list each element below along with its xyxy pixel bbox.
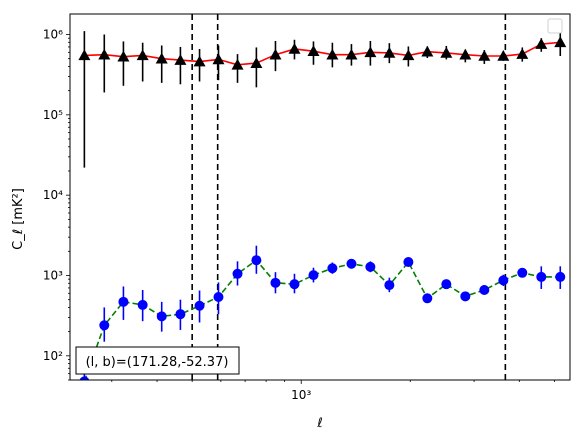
data-point	[79, 376, 90, 380]
data-point	[231, 58, 244, 70]
data-point	[232, 268, 243, 279]
data-point	[364, 46, 377, 58]
data-point	[459, 48, 472, 60]
data-point	[440, 46, 453, 58]
plot-frame	[69, 13, 571, 381]
legend-box	[547, 18, 563, 34]
data-point	[213, 291, 224, 302]
data-point	[535, 38, 548, 49]
data-point	[251, 255, 262, 266]
data-point	[365, 261, 376, 272]
data-point	[441, 279, 452, 290]
data-point	[269, 48, 282, 60]
triangle-series	[78, 31, 567, 168]
vertical-lines	[191, 14, 507, 380]
data-point	[327, 263, 338, 274]
data-point	[555, 271, 566, 282]
data-point	[479, 284, 490, 295]
data-point	[212, 53, 225, 65]
annotation-box: (l, b)=(171.28,-52.37)	[75, 346, 240, 375]
data-point	[497, 50, 510, 61]
data-point	[403, 257, 414, 268]
data-point	[174, 54, 187, 65]
data-point	[288, 43, 301, 54]
data-point	[136, 49, 149, 61]
data-point	[422, 293, 433, 304]
circle-series	[79, 245, 566, 380]
data-point	[346, 258, 357, 269]
y-axis-title: C_ℓ [mK²]	[11, 188, 26, 250]
data-point	[554, 36, 567, 48]
data-point	[536, 271, 547, 282]
data-point	[383, 46, 396, 58]
data-point	[194, 300, 205, 311]
data-point	[345, 48, 358, 60]
data-point	[250, 57, 263, 68]
data-point	[98, 48, 111, 60]
y-tick-label: 10³	[43, 268, 63, 282]
data-point	[78, 49, 91, 61]
data-point	[156, 311, 167, 322]
data-point	[516, 48, 529, 59]
x-axis: 10³	[111, 380, 555, 402]
y-tick-label: 10⁴	[43, 188, 63, 202]
y-tick-label: 10⁵	[43, 108, 63, 122]
data-point	[478, 50, 491, 61]
data-point	[308, 270, 319, 281]
data-point	[118, 296, 129, 307]
data-point	[326, 48, 339, 60]
data-point	[117, 50, 130, 62]
y-tick-label: 10²	[43, 349, 63, 363]
data-point	[421, 45, 434, 57]
y-axis: 10² 10³ 10⁴ 10⁵ 10⁶	[43, 28, 70, 381]
data-point	[193, 55, 206, 67]
data-point	[517, 267, 528, 278]
x-tick-label: 10³	[291, 388, 311, 402]
annotation-text: (l, b)=(171.28,-52.37)	[86, 355, 229, 370]
y-tick-label: 10⁶	[43, 28, 63, 42]
x-axis-title: ℓ	[316, 416, 322, 431]
data-point	[498, 275, 509, 286]
data-point	[137, 299, 148, 310]
data-point	[289, 279, 300, 290]
data-point	[402, 49, 415, 61]
data-point	[307, 45, 320, 56]
data-point	[175, 309, 186, 320]
data-point	[460, 291, 471, 302]
plot-area	[78, 14, 567, 380]
data-point	[155, 52, 168, 64]
data-point	[270, 277, 281, 288]
data-point	[99, 320, 110, 331]
data-point	[384, 280, 395, 291]
